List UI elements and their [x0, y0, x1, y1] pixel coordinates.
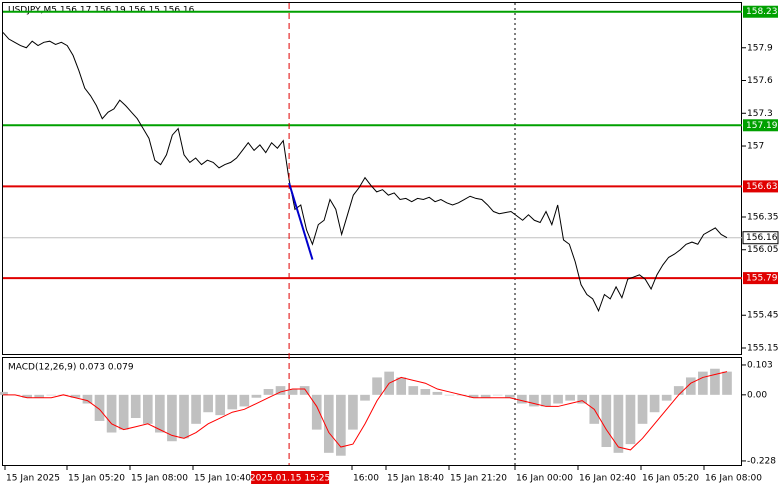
x-tick-label: 16 Jan 02:40: [579, 474, 636, 484]
histogram-bar: [529, 394, 539, 407]
y-tick-label: 157.3: [747, 109, 773, 119]
histogram-bar: [722, 371, 732, 395]
y-tick-label: 156.35: [747, 212, 779, 222]
y-tick-label: 155.45: [747, 311, 779, 321]
y-tick-label: 157.6: [747, 76, 773, 86]
last-price-label: 156.16: [746, 233, 778, 243]
x-tick-label: 15 Jan 2025: [6, 474, 60, 484]
x-tick-label: 15 Jan 10:40: [194, 474, 251, 484]
histogram-bar: [215, 394, 226, 416]
histogram-bar: [323, 394, 334, 453]
histogram-bar: [70, 394, 81, 398]
histogram-bar: [22, 394, 32, 398]
histogram-bar: [360, 394, 370, 401]
histogram-bar: [46, 394, 57, 396]
histogram-bar: [82, 394, 93, 404]
histogram-bar: [263, 389, 274, 395]
histogram-bar: [118, 394, 129, 430]
histogram-bar: [167, 394, 177, 442]
y-tick-label: 157.9: [747, 43, 773, 53]
x-tick-label: 16 Jan 05:20: [642, 474, 699, 484]
y-tick-label: 0.00: [747, 390, 767, 400]
histogram-bar: [348, 394, 358, 430]
histogram-bar: [130, 394, 141, 419]
level-box: [743, 272, 778, 285]
level-box: [743, 119, 778, 132]
marker-label-box: [251, 471, 330, 484]
histogram-bar: [673, 386, 684, 395]
histogram-bar: [239, 394, 250, 407]
histogram-bar: [710, 368, 720, 395]
x-tick-label: 16 Jan 00:00: [516, 474, 573, 484]
histogram-bar: [480, 394, 491, 398]
histogram-bar: [541, 394, 551, 407]
y-tick-label: 0.103: [747, 360, 773, 370]
histogram-bar: [0, 391, 8, 395]
macd-title: MACD(12,26,9) 0.073 0.079: [8, 363, 134, 373]
x-tick-label: 15 Jan 08:00: [131, 474, 188, 484]
histogram-bar: [553, 394, 563, 404]
histogram-bar: [275, 386, 286, 395]
histogram-bar: [227, 394, 238, 410]
histogram-bar: [565, 394, 575, 401]
histogram-bar: [336, 394, 346, 456]
histogram-bar: [444, 394, 455, 396]
x-tick-label: 16 Jan 08:00: [705, 474, 762, 484]
histogram-bar: [299, 386, 310, 395]
x-tick-label: 15 Jan 05:20: [68, 474, 125, 484]
level-label: 156.63: [746, 182, 778, 192]
level-box: [743, 180, 778, 193]
histogram-bar: [179, 394, 189, 439]
signal-line: [3, 371, 728, 451]
histogram-bar: [504, 394, 515, 398]
histogram-bar: [251, 394, 262, 398]
y-tick-label: 156.05: [747, 245, 779, 255]
level-box: [743, 5, 778, 18]
histogram-bar: [155, 394, 165, 433]
histogram-bar: [698, 371, 708, 395]
histogram-bar: [34, 394, 45, 398]
histogram-bar: [396, 377, 407, 395]
x-tick-label: 16:00: [353, 474, 379, 484]
histogram-bar: [142, 394, 153, 424]
histogram-bar: [601, 394, 612, 448]
histogram-bar: [420, 389, 431, 395]
level-label: 155.79: [746, 274, 778, 284]
histogram-bar: [517, 394, 527, 404]
y-tick-label: 155.15: [747, 343, 779, 353]
histogram-bar: [106, 394, 117, 433]
last-price-box: [742, 231, 779, 245]
y-tick-label: 157: [747, 142, 764, 152]
histogram-bar: [94, 394, 105, 421]
histogram-bar: [372, 377, 382, 395]
histogram-bar: [649, 394, 660, 413]
price-panel: [2, 2, 742, 355]
marker-label: 2025.01.15 15:25: [250, 474, 330, 484]
histogram-bar: [625, 394, 636, 445]
x-tick-label: 15 Jan 21:20: [450, 474, 507, 484]
histogram-bar: [492, 394, 503, 396]
histogram-bar: [613, 394, 624, 453]
histogram-bar: [577, 394, 588, 404]
chart-title: USDJPY,M5 156.17 156.19 156.15 156.16: [8, 6, 195, 16]
histogram-bar: [287, 389, 298, 395]
histogram-bar: [311, 394, 322, 430]
histogram-bar: [191, 394, 201, 424]
trend-line: [288, 182, 314, 260]
histogram-bar: [685, 377, 696, 395]
y-tick-label: -0.228: [747, 456, 776, 466]
histogram-bar: [637, 394, 648, 424]
price-line: [2, 32, 728, 313]
x-tick-label: 15 Jan 18:40: [387, 474, 444, 484]
histogram-bar: [203, 394, 213, 413]
macd-panel: [2, 357, 742, 466]
level-label: 157.19: [746, 121, 778, 131]
histogram-bar: [432, 391, 443, 395]
level-label: 158.23: [746, 7, 778, 17]
histogram-bar: [661, 394, 672, 401]
histogram-bar: [408, 386, 419, 395]
histogram-bar: [468, 394, 479, 398]
